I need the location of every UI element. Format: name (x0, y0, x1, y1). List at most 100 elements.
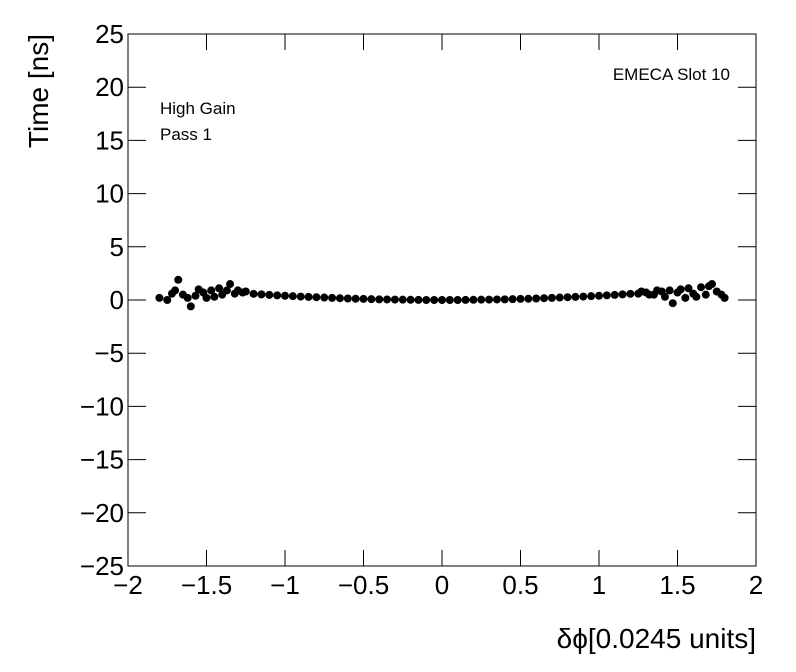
data-point (708, 280, 717, 289)
x-tick-label: 2 (749, 570, 763, 600)
data-point (563, 293, 572, 302)
data-point (555, 293, 564, 302)
data-point (215, 284, 224, 293)
data-point (265, 290, 274, 299)
data-point (163, 296, 172, 304)
data-point (571, 292, 580, 301)
data-point (665, 286, 674, 295)
data-point (697, 283, 706, 292)
data-point (343, 294, 352, 303)
data-point (692, 292, 701, 301)
data-point (579, 292, 588, 301)
data-point (191, 291, 200, 300)
y-tick-label: 15 (95, 125, 124, 155)
data-point (312, 293, 321, 302)
x-tick-label: 0.5 (502, 570, 538, 600)
data-point (414, 295, 423, 304)
data-point (202, 293, 211, 302)
data-point (186, 302, 195, 311)
data-point (257, 290, 266, 299)
data-point (547, 293, 556, 302)
data-point (367, 295, 376, 304)
data-point (532, 294, 541, 303)
data-point (210, 292, 219, 301)
data-point (469, 295, 478, 304)
data-point (281, 291, 289, 300)
x-tick-label: −0.5 (338, 570, 389, 600)
data-point (171, 286, 180, 295)
data-point (668, 299, 677, 308)
data-point (183, 293, 192, 302)
x-tick-label: −2 (113, 570, 143, 600)
data-point (359, 294, 368, 303)
data-point (540, 294, 549, 303)
data-point (296, 292, 305, 301)
data-point (684, 284, 693, 293)
x-tick-label: 1 (592, 570, 606, 600)
data-point (445, 296, 454, 304)
x-tick-label: −1 (270, 570, 300, 600)
data-point (375, 295, 384, 304)
y-tick-label: 20 (95, 72, 124, 102)
data-point (226, 280, 235, 289)
data-point (430, 296, 439, 304)
data-point (524, 294, 533, 303)
data-point (618, 290, 627, 299)
data-point (587, 292, 596, 301)
data-point (304, 292, 313, 301)
data-point (500, 295, 509, 304)
data-point (610, 290, 619, 299)
data-point (155, 293, 164, 302)
data-point (516, 294, 525, 303)
x-tick-label: 1.5 (659, 570, 695, 600)
data-point (485, 295, 494, 304)
x-tick-label: 0 (435, 570, 449, 600)
data-point (288, 292, 297, 301)
data-point (351, 294, 360, 303)
x-axis-title: δϕ[0.0245 units] (557, 623, 756, 654)
data-point (383, 295, 392, 304)
data-point (508, 295, 517, 304)
data-point (174, 275, 183, 284)
y-axis-title: Time [ns] (23, 34, 54, 148)
y-tick-label: 5 (110, 232, 124, 262)
data-point (273, 291, 282, 300)
data-point (660, 292, 669, 301)
y-tick-label: −15 (80, 445, 124, 475)
data-point (398, 295, 407, 304)
annotation: EMECA Slot 10 (613, 65, 730, 84)
y-tick-label: 0 (110, 285, 124, 315)
data-point (438, 296, 446, 304)
data-point (701, 290, 710, 299)
data-point (453, 296, 462, 304)
data-point (335, 294, 344, 303)
y-tick-label: −5 (94, 338, 124, 368)
data-point (390, 295, 399, 304)
data-point (492, 295, 501, 304)
data-point (222, 286, 231, 295)
data-point (676, 285, 685, 294)
data-point (249, 289, 258, 298)
annotation: Pass 1 (160, 125, 212, 144)
data-point (477, 295, 486, 304)
data-point (626, 289, 635, 298)
data-point (720, 293, 729, 302)
data-point (681, 293, 690, 302)
y-tick-label: 10 (95, 179, 124, 209)
data-point (320, 293, 329, 302)
y-tick-label: −25 (80, 551, 124, 581)
data-point (595, 291, 603, 300)
x-tick-label: −1.5 (181, 570, 232, 600)
annotation: High Gain (160, 99, 236, 118)
data-point (241, 287, 250, 296)
y-tick-label: −20 (80, 498, 124, 528)
data-point (207, 286, 216, 295)
y-tick-label: −10 (80, 391, 124, 421)
data-point (406, 295, 415, 304)
data-point (602, 291, 611, 300)
data-point (328, 293, 337, 302)
y-tick-label: 25 (95, 19, 124, 49)
data-point (422, 296, 431, 304)
